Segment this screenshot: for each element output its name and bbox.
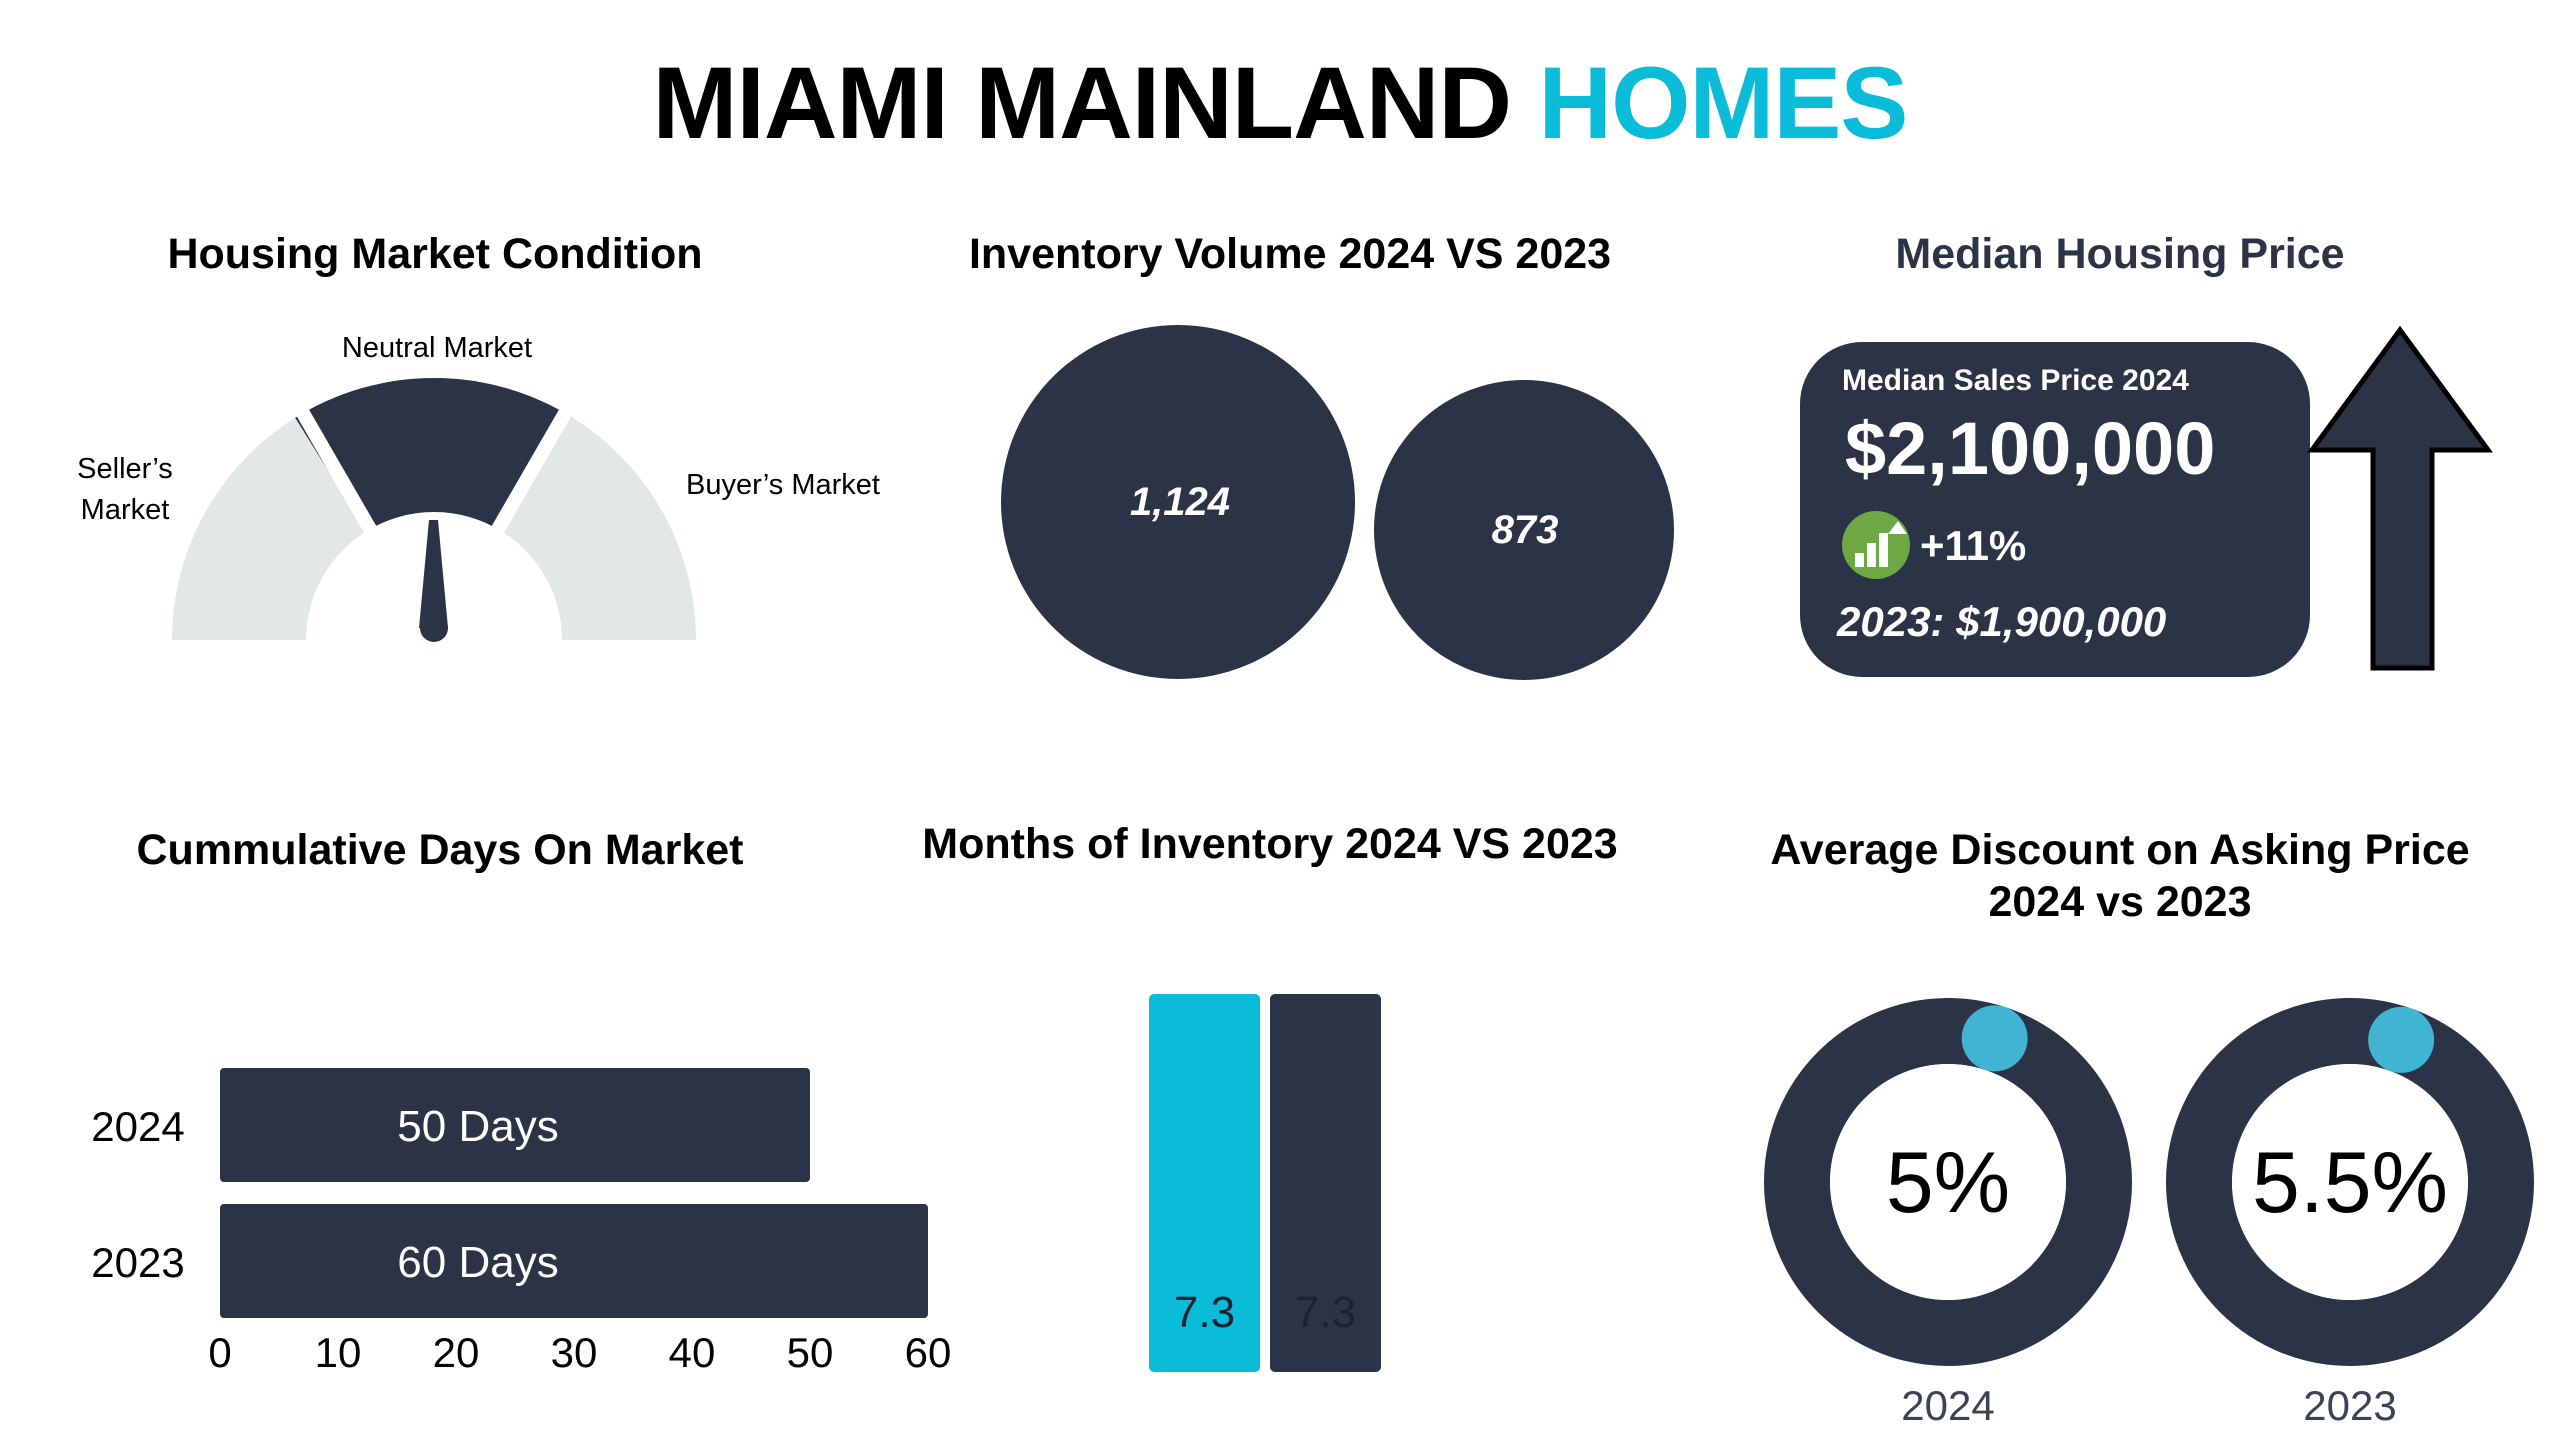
title-part-accent: HOMES [1538, 46, 1908, 160]
bubble-2023-label: 873 [1492, 508, 1559, 552]
discount-title: Average Discount on Asking Price 2024 vs… [1700, 824, 2540, 928]
gauge-gap [291, 400, 382, 542]
median-price-value: $2,100,000 [1845, 407, 2215, 490]
gauge-label-buyers: Buyer’s Market [686, 469, 880, 501]
hbar-tick-40: 40 [669, 1329, 716, 1376]
hbar-tick-50: 50 [787, 1329, 834, 1376]
median-price-panel: Median Sales Price 2024 $2,100,000 +11% … [1800, 325, 2493, 677]
hbar-tick-10: 10 [315, 1329, 362, 1376]
gauge-label-neutral: Neutral Market [342, 332, 532, 364]
gauge-gap [486, 400, 577, 542]
gauge-title: Housing Market Condition [167, 230, 703, 278]
hbar-category-2024: 2024 [91, 1103, 184, 1150]
gauge-segment-neutral [295, 377, 573, 532]
hbar-2024 [220, 1068, 810, 1182]
bubble-2024 [1001, 325, 1355, 679]
title-part-main: MIAMI MAINLAND [652, 46, 1513, 160]
donut-category-2023: 2023 [2303, 1382, 2396, 1429]
hbar-tick-60: 60 [905, 1329, 952, 1376]
months-inventory-title: Months of Inventory 2024 VS 2023 [922, 820, 1618, 868]
bar-chart-up-icon [1842, 511, 1910, 579]
median-price-prior: 2023: $1,900,000 [1836, 598, 2166, 645]
hbar-label-2023: 60 Days [397, 1238, 558, 1287]
donut-value-2024: 5% [1886, 1135, 2010, 1231]
market-gauge: Neutral Market Seller’s Market Buyer’s M… [77, 332, 880, 642]
up-arrow-icon [2307, 325, 2493, 671]
discount-title-line1: Average Discount on Asking Price [1770, 826, 2470, 874]
donut-value-2023: 5.5% [2252, 1135, 2448, 1231]
donut-marker-2023 [2368, 1006, 2435, 1073]
hbar-label-2024: 50 Days [397, 1102, 558, 1151]
median-price-card [1800, 342, 2310, 677]
donut-ring-2023 [2166, 998, 2534, 1366]
bubble-2024-label: 1,124 [1130, 480, 1230, 524]
hbar-category-2023: 2023 [91, 1239, 184, 1286]
discount-title-line2: 2024 vs 2023 [1988, 878, 2252, 926]
vbar-2024 [1149, 994, 1260, 1372]
vbar-label-2023: 7.3 [1295, 1288, 1356, 1337]
donut-hole-2023 [2232, 1064, 2468, 1300]
days-on-market-title: Cummulative Days On Market [136, 826, 744, 874]
vbar-2023 [1270, 994, 1381, 1372]
months-inventory-chart: 7.3 7.3 [1149, 994, 1381, 1372]
donut-ring-2024 [1764, 998, 2132, 1366]
median-price-change: +11% [1920, 522, 2026, 569]
days-on-market-chart: 50 Days 2024 60 Days 2023 0 10 20 30 40 50 60 [91, 1068, 952, 1376]
gauge-needle-cap [420, 614, 448, 642]
hbar-2023 [220, 1204, 928, 1318]
hbar-tick-30: 30 [551, 1329, 598, 1376]
median-price-card-label: Median Sales Price 2024 [1842, 364, 2189, 397]
hbar-tick-0: 0 [208, 1329, 231, 1376]
hbar-tick-20: 20 [433, 1329, 480, 1376]
inventory-volume-chart: 1,124 873 [1001, 325, 1674, 680]
donut-category-2024: 2024 [1901, 1382, 1994, 1429]
page-title: MIAMI MAINLAND HOMES [0, 48, 2560, 158]
gauge-segment-sellers [172, 413, 370, 640]
gauge-label-sellers-line2: Market [81, 494, 170, 526]
inventory-volume-title: Inventory Volume 2024 VS 2023 [968, 230, 1612, 278]
gauge-label-sellers-line1: Seller’s [77, 453, 173, 485]
median-price-title: Median Housing Price [1895, 230, 2345, 278]
discount-chart: 5% 2024 5.5% 2023 [1764, 998, 2534, 1429]
donut-hole-2024 [1830, 1064, 2066, 1300]
vbar-label-2024: 7.3 [1174, 1288, 1235, 1337]
gauge-needle [419, 520, 448, 628]
donut-marker-2024 [1961, 1005, 2028, 1072]
gauge-segment-buyers [498, 413, 696, 640]
bubble-2023 [1374, 380, 1674, 680]
